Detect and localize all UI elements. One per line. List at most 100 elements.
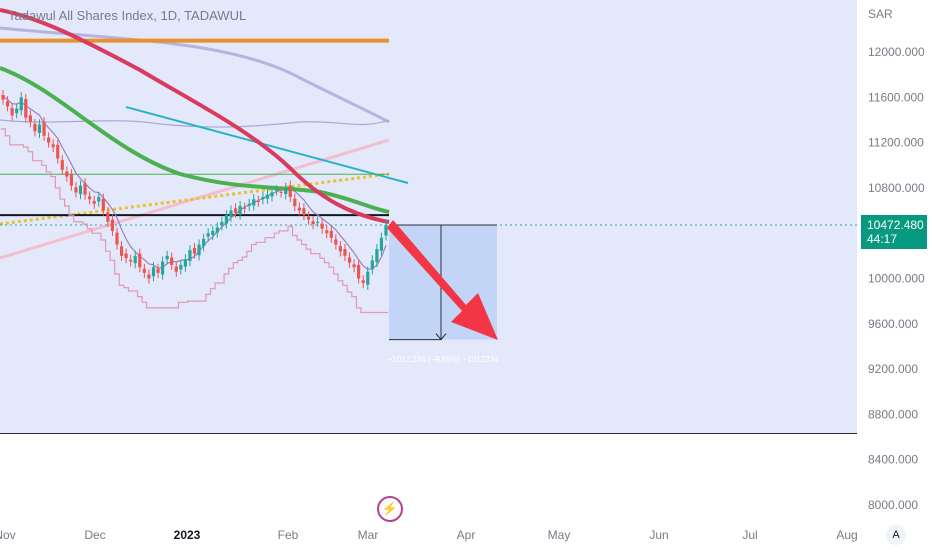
time-tick-label: May — [548, 528, 571, 542]
candle-body — [197, 244, 201, 256]
candle-body — [183, 259, 187, 267]
price-tick-label: 8000.000 — [868, 498, 918, 512]
time-tick-label: Dec — [84, 528, 105, 542]
candle-body — [297, 207, 301, 211]
candle-body — [288, 185, 292, 197]
candle-body — [293, 198, 297, 207]
candle-body — [142, 268, 146, 273]
candle-body — [10, 108, 14, 116]
candle-body — [60, 160, 64, 170]
time-tick-label: 2023 — [174, 528, 201, 542]
candle-body — [129, 259, 133, 262]
candle-body — [302, 208, 306, 216]
candle-body — [78, 185, 83, 195]
price-tick-label: 11600.000 — [868, 90, 924, 104]
candle-body — [110, 219, 115, 231]
measure-label: −1012.234 (−9.65%) −1012234 — [388, 355, 500, 364]
candle-body — [220, 221, 224, 226]
price-tick-label: 10800.000 — [868, 181, 925, 195]
candle-body — [379, 237, 384, 251]
forecast-arrow — [387, 220, 498, 340]
candle-body — [252, 199, 256, 206]
candle-body — [306, 216, 311, 220]
bar-countdown: 44:17 — [867, 232, 898, 246]
candle-body — [320, 223, 324, 229]
candle-body — [56, 144, 60, 159]
stepped-envelope-line — [0, 128, 389, 314]
candle-body — [165, 255, 169, 260]
time-tick-label: Mar — [358, 528, 379, 542]
candle-body — [347, 257, 352, 263]
time-tick-label: Jun — [649, 528, 668, 542]
candle-body — [69, 174, 73, 186]
candle-body — [115, 232, 119, 245]
candle-body — [206, 233, 210, 237]
candle-body — [88, 196, 92, 200]
candle-body — [151, 267, 156, 277]
candle-body — [92, 200, 96, 204]
candle-body — [124, 253, 128, 259]
candle-body — [243, 207, 247, 209]
candle-body — [274, 190, 279, 192]
long-ma-curve — [0, 26, 390, 124]
last-price-tag: 10472.480 44:17 — [861, 215, 927, 249]
price-tick-label: 9600.000 — [868, 317, 918, 331]
candle-body — [316, 221, 320, 223]
candle-body — [133, 255, 137, 264]
measure-layer: −1012.234 (−9.65%) −1012234 — [387, 220, 499, 364]
candle-body — [138, 253, 142, 268]
candle-body — [338, 246, 343, 252]
candle-body — [83, 183, 87, 195]
candle-body — [51, 144, 55, 148]
band-line — [0, 119, 390, 128]
candle-body — [279, 191, 283, 193]
candle-body — [24, 98, 28, 118]
time-tick-label: Nov — [0, 528, 16, 542]
yellow-trend-line — [0, 172, 390, 226]
auto-scale-button[interactable]: A — [886, 525, 906, 545]
candle-body — [65, 171, 69, 177]
price-tick-label: 10000.000 — [868, 272, 925, 286]
candle-body — [202, 238, 206, 247]
candle-body — [311, 221, 315, 225]
candle-body — [160, 261, 165, 275]
candle-body — [147, 274, 151, 279]
candle-body — [215, 227, 219, 233]
candle-body — [19, 97, 23, 111]
cyan-trend-line — [125, 106, 409, 184]
candle-body — [42, 122, 46, 136]
candle-body — [334, 239, 338, 245]
candle-body — [233, 208, 238, 213]
candle-body — [224, 215, 229, 224]
price-tick-label: 12000.000 — [868, 45, 925, 59]
candle-body — [229, 210, 233, 217]
candle-body — [357, 264, 361, 279]
candle-body — [375, 249, 379, 263]
candle-body — [28, 115, 32, 123]
red-ma-line — [0, 8, 390, 224]
price-axis-unit: SAR — [868, 7, 893, 21]
price-axis[interactable]: 12000.00011600.00011200.00010800.0001040… — [868, 45, 925, 512]
candle-body — [97, 196, 101, 202]
candle-body — [270, 192, 274, 197]
candle-body — [256, 200, 260, 202]
time-tick-label: Jul — [742, 528, 757, 542]
candle-body — [33, 123, 37, 132]
lightning-icon[interactable]: ⚡ — [377, 496, 403, 522]
candle-body — [211, 230, 215, 235]
candle-body — [179, 264, 183, 270]
candle-body — [174, 266, 178, 272]
candle-body — [37, 124, 42, 133]
candle-body — [238, 206, 242, 215]
candle-body — [1, 95, 5, 100]
price-tick-label: 9200.000 — [868, 362, 918, 376]
candle-body — [119, 246, 124, 256]
candle-body — [352, 264, 356, 268]
time-axis[interactable]: Nov Dec 2023 Feb Mar Apr May Jun Jul Aug — [0, 528, 858, 542]
candle-body — [370, 260, 374, 270]
candle-body — [101, 198, 105, 211]
candle-body — [247, 203, 251, 207]
candle-body — [74, 187, 78, 193]
